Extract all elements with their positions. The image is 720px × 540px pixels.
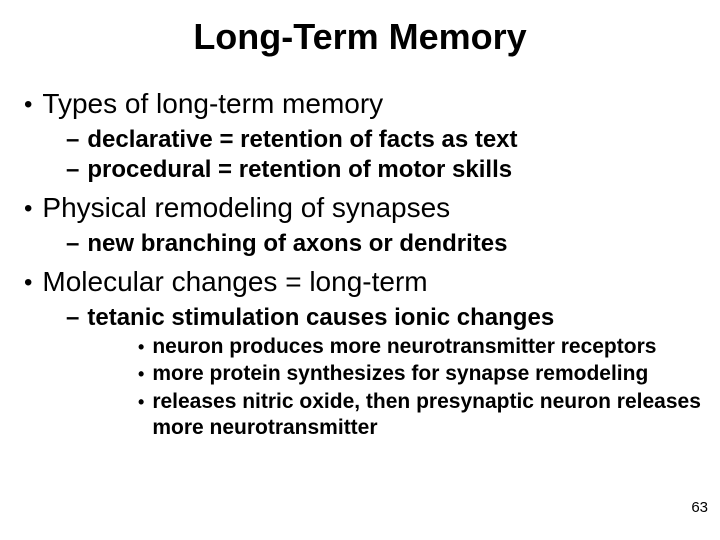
bullet-dot-icon: • [138,361,144,387]
slide: Long-Term Memory • Types of long-term me… [0,0,720,540]
dash-icon: – [66,156,79,184]
bullet-level3: • releases nitric oxide, then presynapti… [138,389,702,442]
bullet-level1: • Types of long-term memory [24,88,702,122]
page-number: 63 [691,499,708,516]
bullet-text: tetanic stimulation causes ionic changes [87,304,554,332]
bullet-level2: – new branching of axons or dendrites [66,230,702,258]
dash-icon: – [66,230,79,258]
dash-icon: – [66,304,79,332]
bullet-dot-icon: • [24,192,32,226]
bullet-level2: – declarative = retention of facts as te… [66,126,702,154]
bullet-level3: • neuron produces more neurotransmitter … [138,334,702,360]
bullet-level1: • Molecular changes = long-term [24,266,702,300]
bullet-level1: • Physical remodeling of synapses [24,192,702,226]
bullet-dot-icon: • [138,334,144,360]
bullet-dot-icon: • [24,266,32,300]
bullet-text: Types of long-term memory [42,88,383,122]
bullet-dot-icon: • [24,88,32,122]
bullet-text: more protein synthesizes for synapse rem… [152,361,702,387]
dash-icon: – [66,126,79,154]
bullet-text: releases nitric oxide, then presynaptic … [152,389,702,442]
bullet-text: Physical remodeling of synapses [42,192,450,226]
bullet-text: neuron produces more neurotransmitter re… [152,334,702,360]
bullet-dot-icon: • [138,389,144,442]
bullet-level2: – tetanic stimulation causes ionic chang… [66,304,702,332]
bullet-level3: • more protein synthesizes for synapse r… [138,361,702,387]
slide-title: Long-Term Memory [18,16,702,58]
bullet-text: declarative = retention of facts as text [87,126,517,154]
bullet-level2: – procedural = retention of motor skills [66,156,702,184]
bullet-text: new branching of axons or dendrites [87,230,507,258]
bullet-text: procedural = retention of motor skills [87,156,512,184]
bullet-text: Molecular changes = long-term [42,266,427,300]
